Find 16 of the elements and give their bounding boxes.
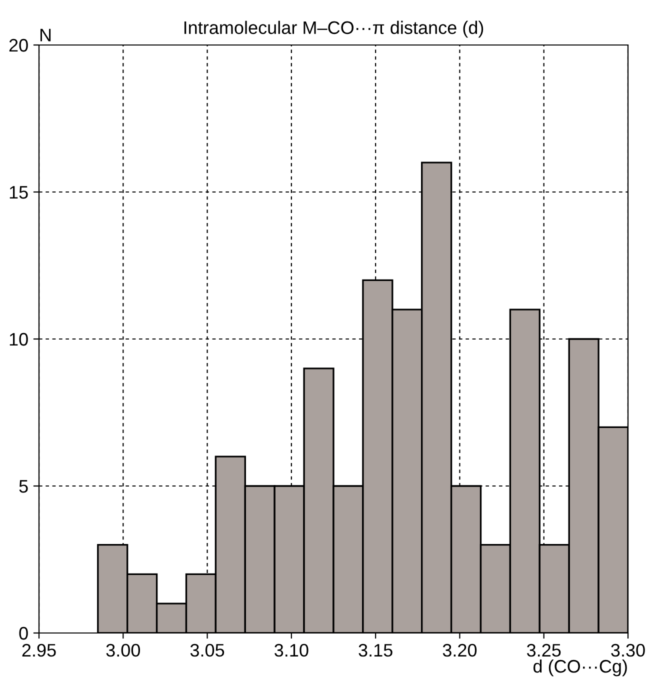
y-axis-title: N [40, 28, 51, 42]
y-tick-label: 0 [19, 626, 28, 640]
x-tick-label: 3.20 [442, 644, 477, 657]
y-tick-label: 15 [10, 186, 28, 199]
x-tick-label: 3.15 [358, 644, 392, 657]
y-tick-label: 10 [10, 332, 28, 346]
chart-title: Intramolecular M–CO···π distance (d) [184, 20, 484, 38]
x-tick-label: 3.00 [106, 644, 140, 657]
x-axis-title: d (CO···Cg) [533, 659, 627, 676]
x-tick-label: 2.95 [22, 644, 56, 657]
y-tick-label: 20 [9, 38, 28, 52]
y-tick-label: 5 [19, 480, 28, 493]
x-tick-label: 3.25 [526, 644, 561, 657]
x-tick-label: 3.30 [611, 644, 645, 657]
x-tick-label: 3.10 [274, 644, 308, 657]
x-tick-label: 3.05 [190, 644, 224, 657]
